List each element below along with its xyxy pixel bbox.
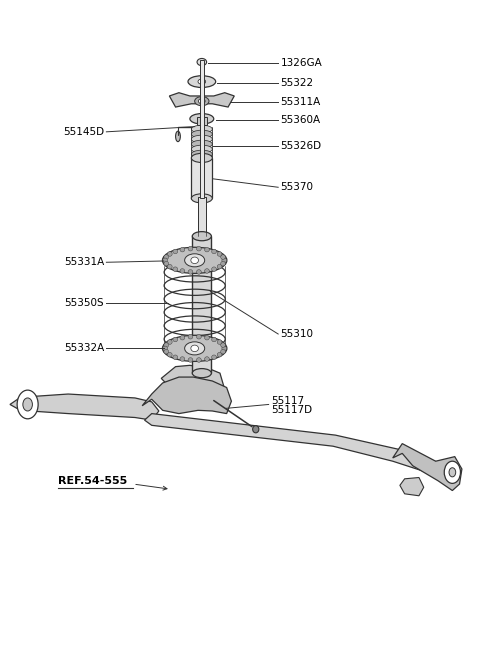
Polygon shape — [393, 443, 462, 491]
Ellipse shape — [212, 337, 216, 342]
Ellipse shape — [180, 248, 185, 252]
Ellipse shape — [221, 343, 226, 347]
Polygon shape — [10, 394, 159, 420]
Ellipse shape — [221, 349, 226, 354]
Ellipse shape — [197, 58, 206, 66]
Ellipse shape — [164, 343, 168, 347]
Ellipse shape — [173, 249, 178, 253]
Ellipse shape — [173, 267, 178, 271]
Ellipse shape — [168, 340, 172, 345]
Ellipse shape — [217, 340, 222, 345]
Text: 55331A: 55331A — [64, 257, 104, 267]
Ellipse shape — [221, 255, 226, 259]
Bar — [198, 197, 205, 236]
Polygon shape — [400, 477, 424, 496]
Ellipse shape — [252, 426, 259, 433]
Text: 55322: 55322 — [281, 78, 314, 88]
Ellipse shape — [162, 248, 227, 273]
Ellipse shape — [190, 113, 214, 124]
Text: 55326D: 55326D — [281, 141, 322, 151]
Ellipse shape — [162, 335, 227, 362]
Ellipse shape — [196, 270, 201, 274]
Text: 1326GA: 1326GA — [281, 58, 322, 68]
Ellipse shape — [196, 335, 201, 339]
Ellipse shape — [192, 145, 212, 153]
Text: 55332A: 55332A — [64, 343, 104, 353]
Text: 55370: 55370 — [281, 182, 313, 193]
Ellipse shape — [185, 253, 204, 267]
Ellipse shape — [168, 265, 172, 269]
Ellipse shape — [217, 352, 222, 357]
Text: 55311A: 55311A — [281, 98, 321, 107]
Ellipse shape — [444, 461, 460, 483]
Bar — [197, 117, 206, 125]
Ellipse shape — [188, 246, 193, 251]
Ellipse shape — [204, 357, 209, 362]
Bar — [192, 158, 212, 198]
Ellipse shape — [192, 140, 212, 148]
Ellipse shape — [164, 255, 168, 259]
Polygon shape — [169, 93, 234, 107]
Bar — [192, 236, 211, 373]
Ellipse shape — [196, 246, 201, 251]
Ellipse shape — [200, 61, 203, 64]
Ellipse shape — [191, 257, 199, 263]
Ellipse shape — [188, 76, 216, 88]
Ellipse shape — [188, 358, 193, 362]
Text: 55117D: 55117D — [271, 405, 312, 415]
Ellipse shape — [217, 265, 222, 269]
Polygon shape — [161, 365, 225, 405]
Ellipse shape — [23, 398, 33, 411]
Ellipse shape — [192, 130, 212, 138]
Ellipse shape — [198, 79, 205, 84]
Ellipse shape — [199, 98, 205, 103]
Ellipse shape — [163, 346, 168, 350]
Ellipse shape — [195, 97, 209, 105]
Ellipse shape — [180, 335, 185, 340]
Ellipse shape — [188, 270, 193, 274]
Ellipse shape — [212, 267, 216, 271]
Bar — [200, 60, 204, 198]
Ellipse shape — [204, 335, 209, 340]
Ellipse shape — [222, 258, 227, 263]
Ellipse shape — [222, 346, 227, 350]
Ellipse shape — [180, 357, 185, 362]
Text: 55310: 55310 — [281, 329, 313, 339]
Ellipse shape — [204, 269, 209, 273]
Text: 55350S: 55350S — [64, 299, 104, 309]
Ellipse shape — [449, 468, 456, 477]
Ellipse shape — [212, 249, 216, 253]
Text: 55117: 55117 — [271, 396, 304, 405]
Ellipse shape — [191, 345, 199, 352]
Ellipse shape — [192, 150, 212, 158]
Ellipse shape — [217, 252, 222, 256]
Ellipse shape — [17, 390, 38, 419]
Ellipse shape — [188, 335, 193, 339]
Ellipse shape — [221, 261, 226, 266]
Ellipse shape — [164, 261, 168, 266]
Ellipse shape — [192, 135, 212, 143]
Ellipse shape — [192, 153, 212, 162]
Ellipse shape — [173, 337, 178, 342]
Ellipse shape — [164, 349, 168, 354]
Ellipse shape — [168, 352, 172, 357]
Ellipse shape — [212, 355, 216, 360]
Ellipse shape — [192, 232, 211, 241]
Ellipse shape — [168, 252, 172, 256]
Ellipse shape — [173, 355, 178, 360]
Ellipse shape — [176, 131, 180, 141]
Ellipse shape — [192, 369, 211, 378]
Text: 55145D: 55145D — [63, 127, 104, 137]
Ellipse shape — [204, 248, 209, 252]
Ellipse shape — [185, 342, 204, 355]
Ellipse shape — [180, 269, 185, 273]
Text: REF.54-555: REF.54-555 — [58, 476, 127, 486]
Ellipse shape — [192, 194, 212, 203]
Ellipse shape — [192, 125, 212, 133]
Ellipse shape — [196, 358, 201, 362]
Text: 55360A: 55360A — [281, 115, 321, 125]
Polygon shape — [142, 377, 231, 413]
Ellipse shape — [163, 258, 168, 263]
Polygon shape — [144, 413, 441, 474]
